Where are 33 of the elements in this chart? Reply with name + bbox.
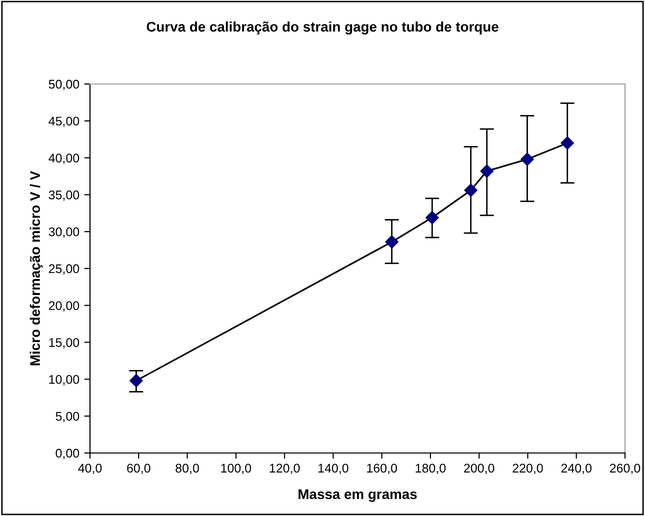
y-tick-label: 35,00 <box>48 190 80 201</box>
x-tick-label: 40,0 <box>78 464 102 474</box>
y-tick-label: 25,00 <box>48 264 80 275</box>
x-tick-label: 160,0 <box>367 464 397 474</box>
y-tick-label: 50,00 <box>48 80 80 90</box>
y-tick-label: 0,00 <box>56 448 80 460</box>
point <box>426 210 439 224</box>
x-tick-label: 200,0 <box>464 464 494 474</box>
y-tick-label: 20,00 <box>48 301 80 312</box>
chart-title: Curva de calibração do strain gage no tubo de torque <box>146 21 498 35</box>
x-tick-label: 220,0 <box>512 464 543 474</box>
x-tick-label: 240,0 <box>561 464 592 474</box>
x-tick-label: 100,0 <box>221 464 252 474</box>
y-axis-title: Micro deformação micro V / V <box>30 170 43 366</box>
point <box>520 152 534 166</box>
x-tick-label: 80,0 <box>176 464 199 474</box>
y-tick-label: 5,00 <box>56 412 80 422</box>
x-tick-label: 180,0 <box>416 464 446 474</box>
y-tick-label: 30,00 <box>48 227 80 238</box>
point <box>560 136 574 150</box>
point <box>130 374 143 388</box>
x-tick-label: 60,0 <box>127 464 150 474</box>
x-tick-label: 260,0 <box>610 464 640 474</box>
y-tick-label: 15,00 <box>49 338 80 348</box>
y-tick-label: 45,00 <box>48 116 80 128</box>
x-tick-label: 140,0 <box>318 464 348 474</box>
point <box>464 184 478 197</box>
y-tick-label: 40,00 <box>48 154 80 164</box>
point <box>385 235 398 249</box>
x-tick-label: 120,0 <box>270 464 300 474</box>
point <box>480 164 494 178</box>
x-axis-title: Massa em gramas <box>298 489 417 502</box>
y-tick-label: 10,00 <box>49 375 80 386</box>
